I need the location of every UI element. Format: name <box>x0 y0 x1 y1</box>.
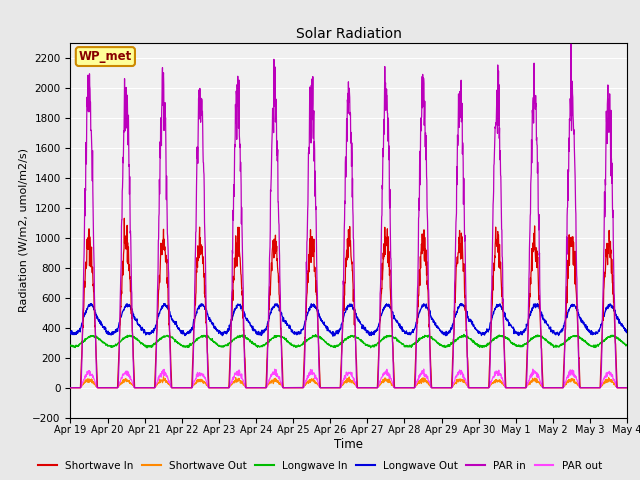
Text: WP_met: WP_met <box>79 50 132 63</box>
X-axis label: Time: Time <box>334 438 364 451</box>
Title: Solar Radiation: Solar Radiation <box>296 27 402 41</box>
Y-axis label: Radiation (W/m2, umol/m2/s): Radiation (W/m2, umol/m2/s) <box>18 148 28 312</box>
Legend: Shortwave In, Shortwave Out, Longwave In, Longwave Out, PAR in, PAR out: Shortwave In, Shortwave Out, Longwave In… <box>34 456 606 475</box>
